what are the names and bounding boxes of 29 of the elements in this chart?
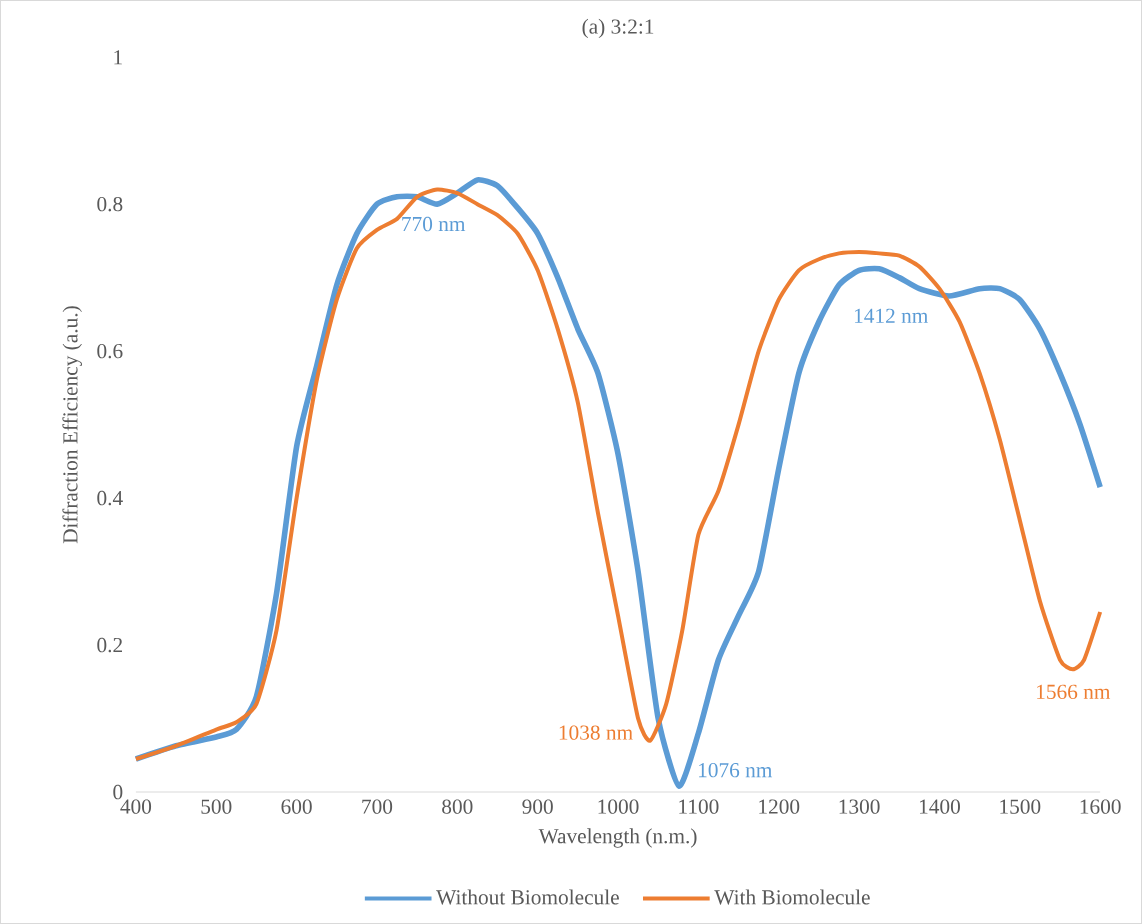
chart-title: (a) 3:2:1 [582, 18, 654, 39]
x-tick-label: 800 [442, 799, 473, 814]
annotation: 1076 nm [699, 763, 773, 778]
x-tick-label: 1300 [839, 799, 880, 814]
y-tick-label: 0.4 [97, 490, 123, 506]
x-tick-label: 1600 [1080, 799, 1121, 814]
y-tick-label: 0.8 [97, 196, 123, 212]
x-tick-label: 1400 [919, 799, 960, 814]
x-axis-title: Wavelength (n.m.) [538, 828, 697, 848]
y-tick-label: 0 [113, 784, 123, 800]
y-tick-label: 0.2 [97, 637, 122, 653]
y-tick-label: 1 [114, 50, 122, 65]
x-tick-label: 400 [120, 799, 152, 814]
annotation: 1038 nm [559, 725, 633, 740]
x-tick-label: 700 [362, 799, 393, 814]
annotation: 1412 nm [854, 308, 929, 323]
x-tick-label: 600 [281, 799, 312, 814]
x-tick-label: 500 [201, 799, 232, 814]
y-tick-label: 0.6 [97, 343, 123, 359]
x-tick-label: 900 [522, 799, 553, 814]
annotation: 1566 nm [1037, 684, 1111, 700]
x-tick-label: 1000 [598, 799, 639, 814]
x-tick-label: 1100 [679, 799, 719, 814]
legend-label: Without Biomolecule [436, 889, 619, 905]
x-tick-label: 1200 [759, 799, 800, 814]
legend-label: With Biomolecule [714, 889, 870, 905]
annotation: 770 nm [402, 216, 466, 232]
y-axis-title: Diffraction Efficiency (a.u.) [62, 306, 82, 544]
x-tick-label: 1500 [1000, 799, 1041, 814]
